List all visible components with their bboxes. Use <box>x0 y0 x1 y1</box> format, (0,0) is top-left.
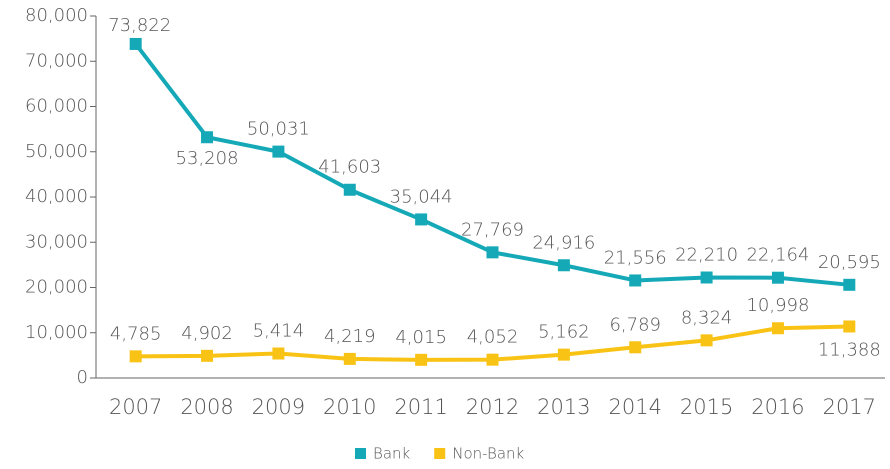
legend-label: Non-Bank <box>452 445 524 463</box>
data-label: 41,603 <box>318 157 381 178</box>
y-tick-label: 30,000 <box>25 231 88 252</box>
point-marker <box>700 334 713 347</box>
point-marker <box>129 37 142 50</box>
y-tick-label: 60,000 <box>25 96 88 117</box>
data-label: 8,324 <box>681 307 733 328</box>
point-marker <box>843 278 856 291</box>
point-marker <box>272 145 285 158</box>
data-label: 5,414 <box>253 321 305 342</box>
point-marker <box>343 183 356 196</box>
point-marker <box>629 274 642 287</box>
data-label: 50,031 <box>247 119 310 140</box>
x-tick-label: 2012 <box>466 395 519 419</box>
x-tick-label: 2015 <box>680 395 733 419</box>
point-marker <box>486 246 499 259</box>
x-tick-label: 2013 <box>537 395 590 419</box>
y-tick-label: 70,000 <box>25 50 88 71</box>
point-marker <box>486 353 499 366</box>
point-marker <box>415 353 428 366</box>
point-marker <box>201 131 214 144</box>
x-tick-label: 2009 <box>252 395 305 419</box>
data-label: 4,219 <box>324 326 376 347</box>
point-marker <box>700 271 713 284</box>
x-tick-label: 2007 <box>109 395 162 419</box>
data-label: 10,998 <box>746 295 809 316</box>
point-marker <box>415 213 428 226</box>
data-label: 5,162 <box>538 322 590 343</box>
point-marker <box>272 347 285 360</box>
y-tick-label: 20,000 <box>25 277 88 298</box>
data-label: 22,210 <box>675 244 738 265</box>
y-tick-label: 50,000 <box>25 141 88 162</box>
data-label: 21,556 <box>604 247 667 268</box>
point-marker <box>843 320 856 333</box>
x-tick-label: 2016 <box>751 395 804 419</box>
data-label: 4,902 <box>181 323 233 344</box>
data-label: 73,822 <box>108 15 171 36</box>
data-label: 4,785 <box>110 323 162 344</box>
data-label: 35,044 <box>390 186 453 207</box>
legend-swatch <box>434 448 446 459</box>
x-tick-label: 2017 <box>823 395 876 419</box>
x-tick-label: 2011 <box>394 395 447 419</box>
data-label: 6,789 <box>609 314 661 335</box>
legend-label: Bank <box>373 445 411 463</box>
data-label: 24,916 <box>532 232 595 253</box>
data-label: 4,015 <box>395 327 447 348</box>
y-tick-label: 80,000 <box>25 5 88 26</box>
point-marker <box>629 341 642 354</box>
point-marker <box>557 348 570 361</box>
point-marker <box>129 350 142 363</box>
y-tick-label: 10,000 <box>25 322 88 343</box>
y-tick-label: 0 <box>77 367 88 388</box>
y-tick-label: 40,000 <box>25 186 88 207</box>
data-label: 4,052 <box>467 327 519 348</box>
point-marker <box>343 352 356 365</box>
point-marker <box>771 322 784 335</box>
point-marker <box>771 271 784 284</box>
point-marker <box>557 259 570 272</box>
legend-swatch <box>355 448 366 459</box>
data-label: 27,769 <box>461 219 524 240</box>
data-label: 53,208 <box>176 148 239 169</box>
point-marker <box>201 349 214 362</box>
data-label: 11,388 <box>818 339 881 360</box>
x-tick-label: 2014 <box>609 395 662 419</box>
data-label: 22,164 <box>746 245 809 266</box>
data-label: 20,595 <box>818 252 881 273</box>
x-tick-label: 2010 <box>323 395 376 419</box>
x-tick-label: 2008 <box>180 395 233 419</box>
